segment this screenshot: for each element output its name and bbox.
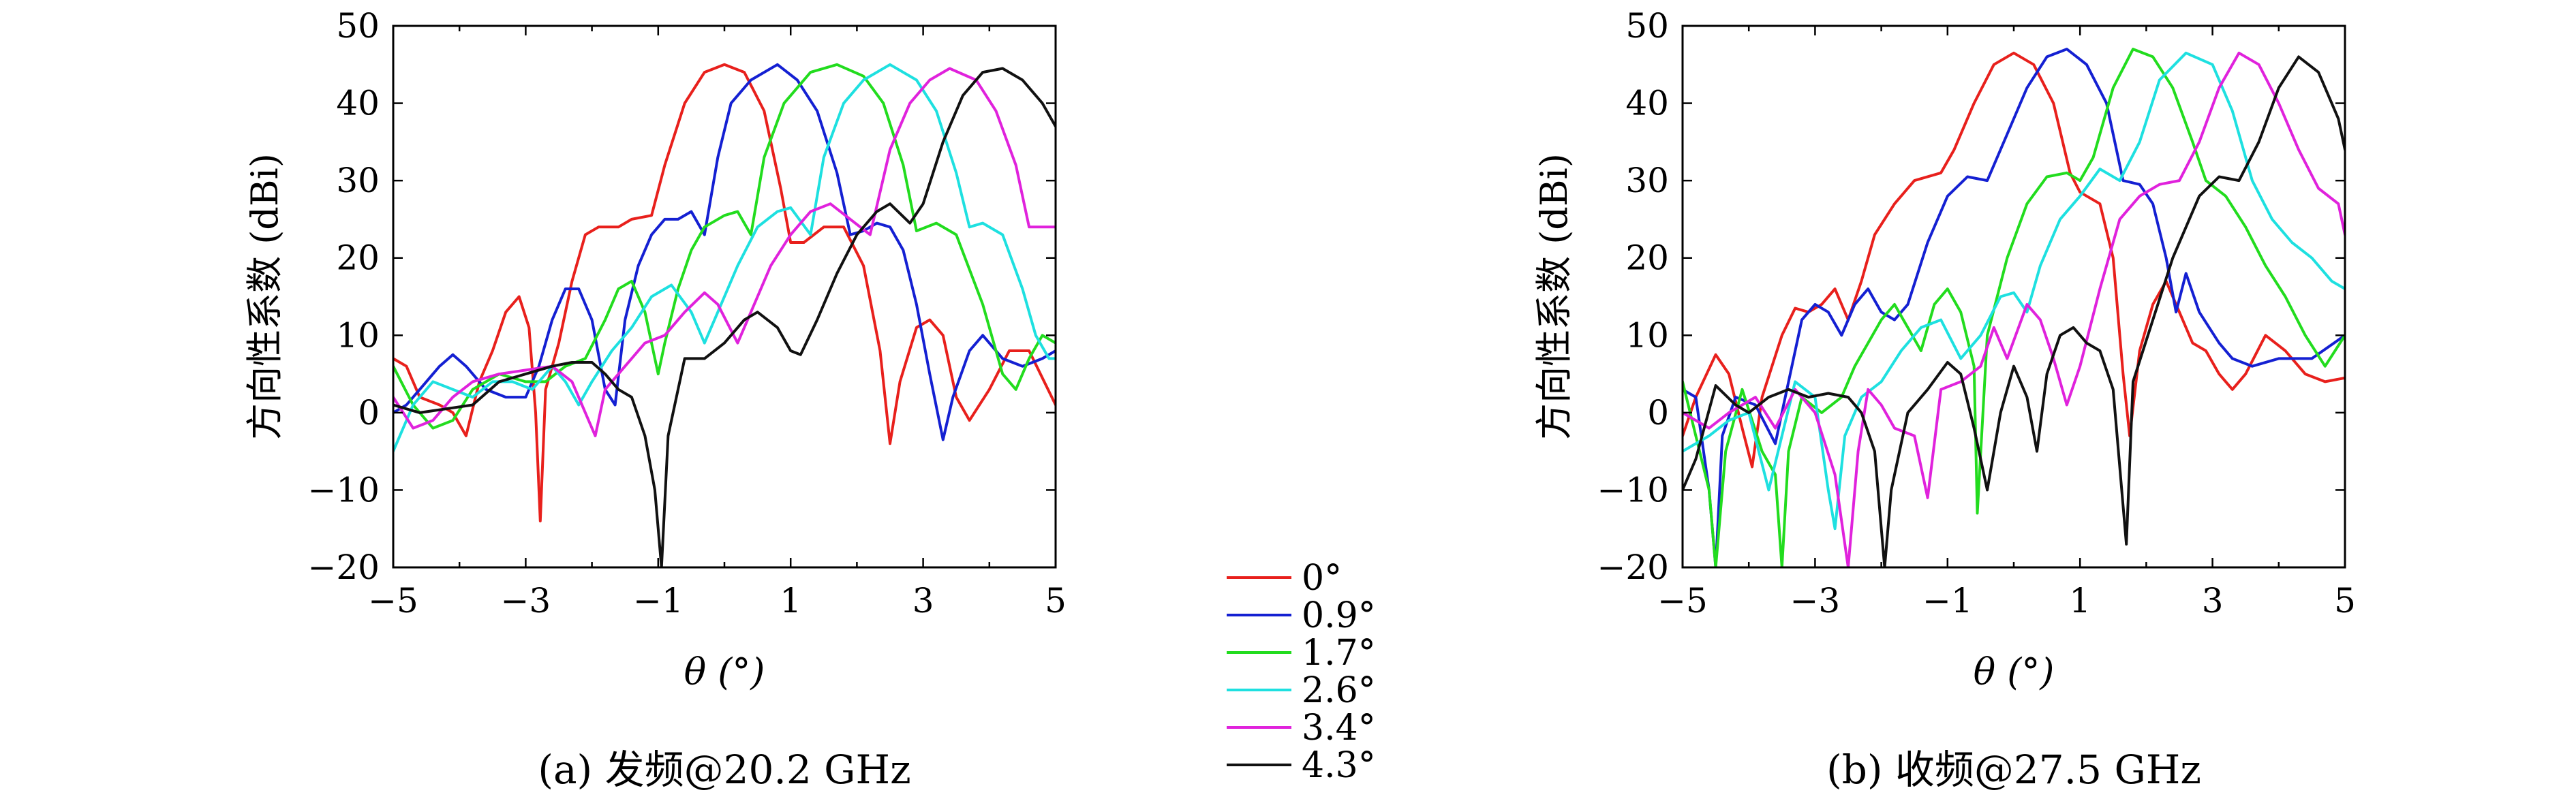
x-tick-label: 5 bbox=[2334, 581, 2356, 621]
x-tick-label: −1 bbox=[1922, 581, 1973, 621]
panel-b-directivity-chart: −5 −3 −1 1 3 5 −20 −10 0 10 20 30 40 50 θ (°) 方向性系数 (dB… bbox=[1533, 6, 2356, 793]
y-axis-title: 方向性系数 (dBi) bbox=[1533, 153, 1576, 440]
x-axis-title: θ (°) bbox=[1974, 650, 2055, 693]
panel-caption: (b) 收频@27.5 GHz bbox=[1826, 747, 2201, 793]
y-tick-label: −20 bbox=[1597, 548, 1669, 587]
series-group bbox=[393, 63, 1056, 567]
x-tick-label: 3 bbox=[2202, 581, 2224, 621]
y-tick-label: 0 bbox=[1647, 393, 1669, 433]
legend: 0°0.9°1.7°2.6°3.4°4.3° bbox=[1227, 558, 1376, 786]
y-tick-label: 40 bbox=[1625, 84, 1669, 123]
series-line-3 bbox=[1683, 51, 2345, 531]
legend-label: 1.7° bbox=[1302, 633, 1376, 674]
series-line-3 bbox=[393, 63, 1056, 453]
y-tick-label: 50 bbox=[336, 6, 380, 46]
y-tick-label: −20 bbox=[307, 548, 380, 587]
y-axis-title: 方向性系数 (dBi) bbox=[243, 153, 286, 440]
series-line-0 bbox=[393, 63, 1056, 522]
y-tick-label: 30 bbox=[336, 161, 380, 200]
legend-label: 2.6° bbox=[1302, 670, 1376, 711]
y-tick-label: 40 bbox=[336, 84, 380, 123]
y-tick-label: −10 bbox=[1597, 470, 1669, 509]
y-tick-label: −10 bbox=[307, 470, 380, 509]
x-tick-label: −5 bbox=[1657, 581, 1708, 621]
x-tick-label: 3 bbox=[913, 581, 934, 621]
legend-label: 4.3° bbox=[1302, 745, 1376, 786]
y-tick-label: 0 bbox=[358, 393, 380, 433]
plot-frame bbox=[1681, 25, 2346, 569]
panel-caption: (a) 发频@20.2 GHz bbox=[538, 747, 910, 793]
series-line-2 bbox=[1683, 48, 2345, 567]
y-tick-label: 10 bbox=[336, 315, 380, 355]
series-group bbox=[1683, 48, 2345, 567]
legend-label: 0.9° bbox=[1302, 595, 1376, 636]
y-tick-label: 20 bbox=[1625, 238, 1669, 278]
series-line-1 bbox=[393, 63, 1056, 441]
y-tick-label: 10 bbox=[1625, 315, 1669, 355]
x-tick-label: 1 bbox=[780, 581, 801, 621]
x-axis-title: θ (°) bbox=[684, 650, 765, 693]
series-line-5 bbox=[393, 67, 1056, 567]
y-tick-label: 30 bbox=[1625, 161, 1669, 200]
x-tick-label: 1 bbox=[2069, 581, 2091, 621]
series-line-4 bbox=[393, 67, 1056, 437]
series-line-0 bbox=[1683, 51, 2345, 469]
x-tick-label: −3 bbox=[501, 581, 551, 621]
x-tick-label: −5 bbox=[368, 581, 418, 621]
x-tick-label: −1 bbox=[633, 581, 684, 621]
panel-a-directivity-chart: −5 −3 −1 1 3 5 −20 −10 0 10 20 30 40 50 θ (°) 方向性系数 (dB… bbox=[243, 6, 1067, 793]
legend-label: 0° bbox=[1302, 558, 1342, 599]
legend-label: 3.4° bbox=[1302, 708, 1376, 749]
y-tick-label: 20 bbox=[336, 238, 380, 278]
x-tick-label: 5 bbox=[1045, 581, 1067, 621]
y-tick-label: 50 bbox=[1625, 6, 1669, 46]
series-line-1 bbox=[1683, 48, 2345, 567]
series-line-2 bbox=[393, 63, 1056, 430]
series-line-4 bbox=[1683, 51, 2345, 567]
x-tick-label: −3 bbox=[1790, 581, 1841, 621]
series-line-5 bbox=[1683, 55, 2345, 567]
